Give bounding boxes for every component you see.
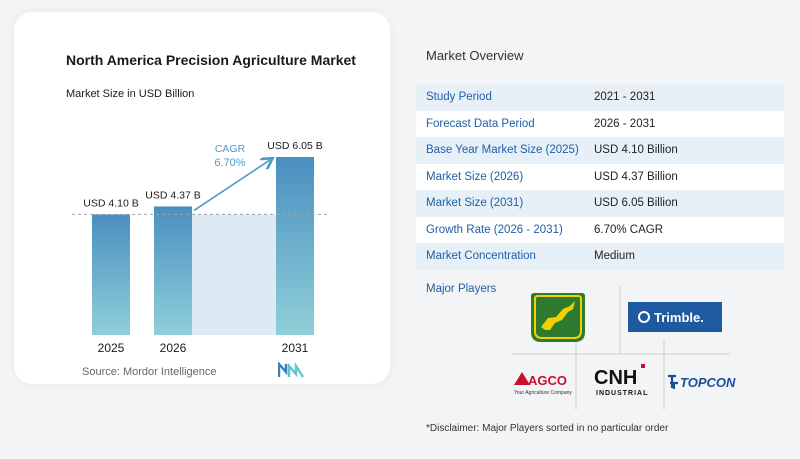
overview-row: Forecast Data Period 2026 - 2031 (416, 110, 784, 137)
overview-key: Growth Rate (2026 - 2031) (426, 223, 563, 236)
x-tick-label: 2026 (160, 341, 187, 355)
deer-icon (531, 293, 585, 342)
trimble-logo: Trimble. (628, 302, 722, 332)
overview-value: 2026 - 2031 (594, 117, 656, 130)
chart-title: North America Precision Agriculture Mark… (66, 52, 356, 68)
bar-value-label: USD 4.37 B (145, 189, 200, 201)
source-note: Source: Mordor Intelligence (82, 366, 217, 378)
bar-2031 (276, 157, 314, 335)
topcon-logo: TOPCON (668, 374, 736, 390)
overview-key: Forecast Data Period (426, 117, 535, 130)
agco-tagline: Your Agriculture Company (514, 390, 572, 396)
overview-row: Market Size (2031) USD 6.05 Billion (416, 190, 784, 217)
bar-value-label: USD 4.10 B (83, 197, 138, 209)
overview-row: Market Concentration Medium (416, 243, 784, 270)
agco-text: AGCO (528, 373, 567, 388)
cagr-arrow (193, 160, 270, 212)
overview-key: Market Size (2026) (426, 170, 524, 183)
agco-logo: AGCO Your Agriculture Company (514, 372, 572, 396)
topcon-text: TOPCON (680, 375, 736, 390)
overview-row: Market Size (2026) USD 4.37 Billion (416, 163, 784, 190)
bar-chart: USD 4.10 B 2025 USD 4.37 B 2026 USD 6.05 B 20… (72, 140, 330, 355)
growth-band (192, 214, 276, 335)
overview-value: USD 4.10 Billion (594, 144, 678, 157)
overview-key: Market Concentration (426, 250, 536, 263)
cagr-label: CAGR (215, 143, 246, 155)
overview-row: Base Year Market Size (2025) USD 4.10 Bil… (416, 137, 784, 164)
overview-value: 6.70% CAGR (594, 223, 664, 236)
overview-value: USD 6.05 Billion (594, 197, 678, 210)
overview-key: Base Year Market Size (2025) (426, 144, 579, 157)
x-tick-label: 2025 (98, 341, 125, 355)
players-title: Major Players (426, 283, 497, 295)
chart-subtitle: Market Size in USD Billion (66, 88, 195, 100)
mordor-logo-icon (278, 362, 304, 378)
bar-2025 (92, 214, 130, 335)
overview-key: Market Size (2031) (426, 197, 524, 210)
bar-value-label: USD 6.05 B (267, 140, 322, 152)
overview-row: Study Period 2021 - 2031 (416, 84, 784, 111)
overview-table: Study Period 2021 - 2031 Forecast Data Pe… (416, 84, 784, 270)
cnh-sub: INDUSTRIAL (596, 390, 648, 397)
overview-value: 2021 - 2031 (594, 91, 656, 104)
x-tick-label: 2031 (282, 341, 309, 355)
cagr-value: 6.70% (214, 157, 245, 169)
cnh-logo: CNH INDUSTRIAL (594, 364, 648, 397)
trimble-text: Trimble. (654, 310, 704, 325)
disclaimer: *Disclaimer: Major Players sorted in no … (426, 423, 669, 434)
overview-value: USD 4.37 Billion (594, 170, 678, 183)
overview-row: Growth Rate (2026 - 2031) 6.70% CAGR (416, 216, 784, 243)
bar-2026 (154, 206, 192, 335)
overview-key: Study Period (426, 91, 492, 104)
overview-value: Medium (594, 250, 635, 263)
cnh-text: CNH (594, 367, 637, 389)
overview-title: Market Overview (426, 48, 524, 63)
